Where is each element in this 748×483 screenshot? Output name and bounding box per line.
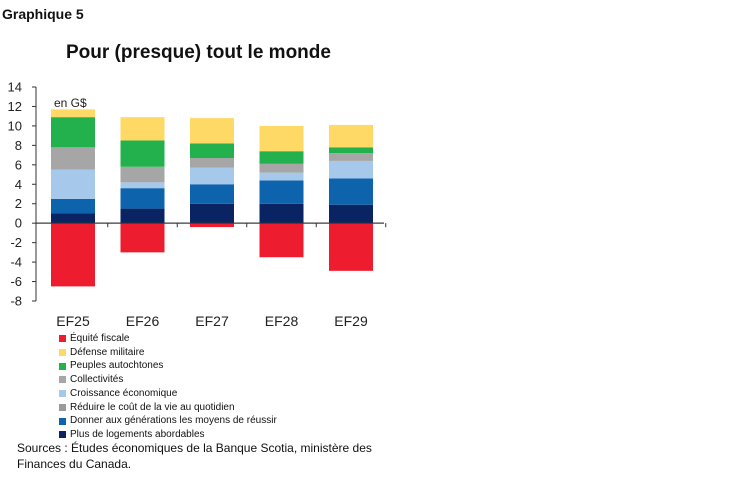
bar-segment (51, 147, 95, 170)
bar-segment (120, 166, 165, 183)
legend-label: Réduire le coût de la vie au quotidien (70, 401, 235, 413)
bar-segment (120, 140, 165, 167)
unit-label: en G$ (54, 96, 87, 110)
bar-segment (51, 213, 95, 224)
legend-item: Peuples autochtones (59, 359, 277, 373)
bar-segment (259, 180, 304, 204)
y-tick-label: 2 (15, 196, 22, 211)
legend-swatch (59, 376, 66, 384)
y-tick-label: 8 (15, 138, 22, 153)
bar-segment (51, 109, 95, 118)
legend-item: Croissance économique (59, 387, 277, 401)
bar-segment (51, 223, 95, 287)
legend-label: Défense militaire (70, 346, 145, 358)
bar-segment (190, 167, 234, 185)
legend-swatch (59, 362, 66, 370)
bar-segment (51, 117, 95, 148)
legend-label: Collectivités (70, 374, 124, 386)
source-note: Sources : Études économiques de la Banqu… (17, 441, 372, 471)
legend: Équité fiscale Défense militaire Peuples a… (59, 332, 277, 442)
legend-label: Peuples autochtones (70, 360, 164, 372)
legend-label: Donner aux générations les moyens de réu… (70, 415, 277, 427)
bar-segment (259, 203, 304, 224)
legend-swatch (59, 431, 66, 439)
legend-item: Donner aux générations les moyens de réu… (59, 414, 277, 428)
bar-segment (259, 163, 304, 173)
legend-swatch (59, 349, 66, 357)
bar-segment (329, 147, 373, 154)
legend-swatch (59, 417, 66, 425)
bar-segment (190, 118, 234, 144)
bar-segment (329, 223, 373, 271)
figure-label: Graphique 5 (2, 6, 84, 22)
bar-segment (190, 184, 234, 204)
bar-segment (120, 188, 165, 209)
bar-segment (259, 125, 304, 152)
legend-swatch (59, 335, 66, 343)
bar-segment (190, 203, 234, 224)
bar-segment (329, 124, 373, 148)
y-tick-label: 12 (8, 99, 22, 114)
x-tick-label: EF28 (265, 313, 299, 329)
bar-segment (190, 143, 234, 159)
y-tick-label: -4 (10, 255, 22, 270)
bar-segment (51, 198, 95, 214)
y-tick-label: 6 (15, 157, 22, 172)
bar-segment (120, 223, 165, 253)
y-tick-label: 0 (15, 216, 22, 231)
y-tick-label: -6 (10, 274, 22, 289)
bar-segment (190, 223, 234, 228)
y-tick-label: 10 (8, 118, 22, 133)
legend-label: Plus de logements abordables (70, 428, 205, 440)
chart-title: Pour (presque) tout le monde (66, 42, 331, 63)
bar-segment (190, 158, 234, 168)
legend-item: Plus de logements abordables (59, 428, 277, 442)
legend-label: Croissance économique (70, 387, 178, 399)
legend-swatch (59, 403, 66, 411)
legend-swatch (59, 390, 66, 398)
x-tick-label: EF27 (195, 313, 229, 329)
legend-label: Équité fiscale (70, 333, 130, 344)
legend-item: Réduire le coût de la vie au quotidien (59, 401, 277, 415)
x-tick-label: EF26 (126, 313, 160, 329)
bar-segment (51, 169, 95, 199)
bar-segment (329, 153, 373, 161)
bar-segment (329, 178, 373, 205)
bar-segment (120, 208, 165, 224)
bar-segment (120, 182, 165, 189)
bar-segment (259, 223, 304, 258)
y-tick-label: -8 (10, 294, 22, 309)
bar-segment (259, 151, 304, 164)
legend-item: Équité fiscale (59, 332, 277, 346)
x-tick-label: EF29 (334, 313, 368, 329)
x-tick-label: EF25 (56, 313, 90, 329)
y-tick-label: 14 (8, 80, 22, 95)
legend-item: Défense militaire (59, 346, 277, 360)
bars (36, 109, 384, 287)
y-tick-label: -2 (10, 235, 22, 250)
bar-segment (329, 160, 373, 179)
bar-segment (120, 117, 165, 141)
bar-segment (259, 172, 304, 181)
y-tick-label: 4 (15, 177, 22, 192)
legend-item: Collectivités (59, 373, 277, 387)
bar-segment (329, 204, 373, 224)
